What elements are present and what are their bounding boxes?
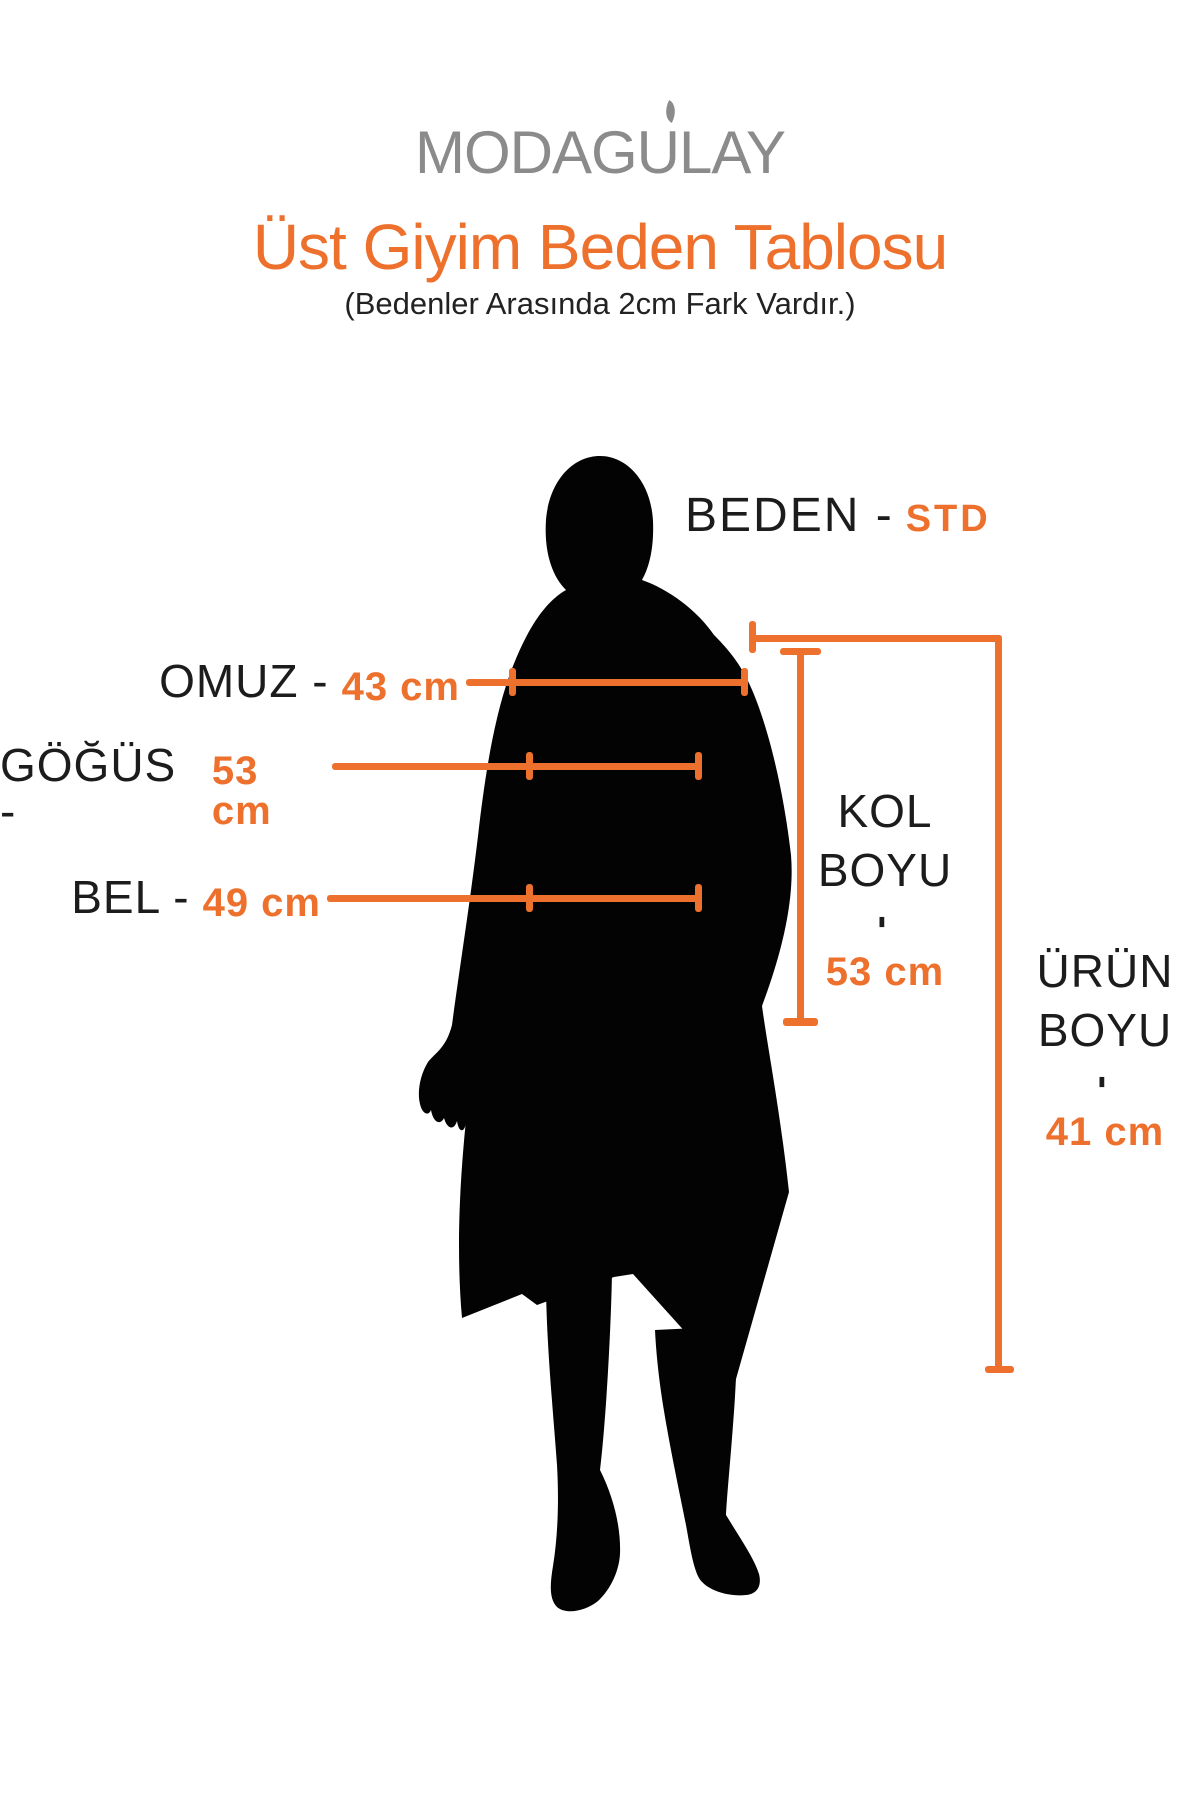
urun-label-line2: BOYU [1037,1004,1173,1056]
size-label: BEDEN - [685,489,894,542]
kol-tick-top [780,648,821,655]
bel-label: BEL - [71,871,190,923]
bel-measure-line [327,895,702,902]
kol-tick-bottom [783,1018,818,1026]
omuz-tick-left [509,668,516,696]
gogus-tick-right [695,752,702,780]
omuz-tick-right [741,668,748,696]
urun-tick-bottom [985,1366,1014,1373]
urun-value: 41 cm [1045,1110,1165,1154]
silhouette-right-leg [655,1326,760,1596]
brand-logo-letter-u: U [637,100,681,187]
bel-row: BEL - 49 cm [0,874,321,923]
gogus-label: GÖĞÜS - [0,739,177,837]
page-subtitle: (Bedenler Arasında 2cm Fark Vardır.) [344,286,856,321]
brand-logo-prefix: MODAG [415,119,638,186]
urun-label-line1: ÜRÜN [1036,945,1174,997]
kol-dash-separator: - [862,915,907,929]
kol-label-line1: KOL [837,785,933,837]
silhouette-left-leg [546,1272,621,1612]
bel-tick-right [695,884,702,912]
omuz-value: 43 cm [341,665,460,709]
urun-top-line [752,635,1002,642]
size-row: BEDEN - STD [685,492,991,540]
bel-value: 49 cm [202,881,321,925]
urun-dash-separator: - [1082,1075,1127,1089]
kol-value: 53 cm [825,950,945,994]
brand-logo-suffix: LAY [679,119,786,186]
size-value: STD [905,498,991,540]
brand-logo: MODAGU LAY [0,100,1200,187]
omuz-label: OMUZ - [159,655,329,707]
urun-boyu-block: ÜRÜN BOYU - 41 cm [1015,948,1195,1152]
omuz-measure-line [466,679,748,686]
bel-tick-left [526,884,533,912]
urun-measure-line [995,635,1002,1372]
gogus-value: 53 cm [211,749,272,833]
kol-boyu-block: KOL BOYU - 53 cm [800,788,970,992]
silhouette-body [418,456,792,1386]
gogus-row: GÖĞÜS - 53 cm [0,742,326,834]
page-title: Üst Giyim Beden Tablosu [252,211,948,283]
urun-tick-left [749,621,756,653]
kol-measure-line [797,652,804,1025]
kol-label-line2: BOYU [817,844,953,896]
omuz-row: OMUZ - 43 cm [0,658,460,707]
gogus-tick-left [526,752,533,780]
gogus-measure-line [332,763,702,770]
